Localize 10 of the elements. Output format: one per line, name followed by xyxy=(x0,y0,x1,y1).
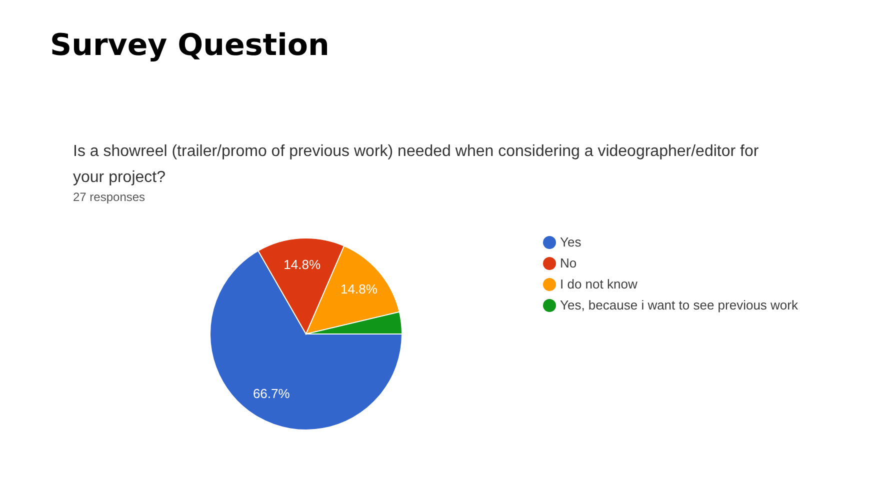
legend-label: Yes, because i want to see previous work xyxy=(560,298,798,312)
legend-label: Yes xyxy=(560,234,582,250)
chart-subtitle: Is a showreel (trailer/promo of previous work) needed when considering a videographer/editor for your project? xyxy=(73,143,760,186)
text: 27 responses xyxy=(73,190,146,204)
data-label: 14.8% xyxy=(340,282,378,297)
legend-label: I do not know xyxy=(560,276,638,292)
data-label: 66.7% xyxy=(252,386,290,401)
legend-label: No xyxy=(560,256,577,270)
data-label: 14.8% xyxy=(284,256,321,272)
chart-title: Survey Question xyxy=(50,28,330,63)
